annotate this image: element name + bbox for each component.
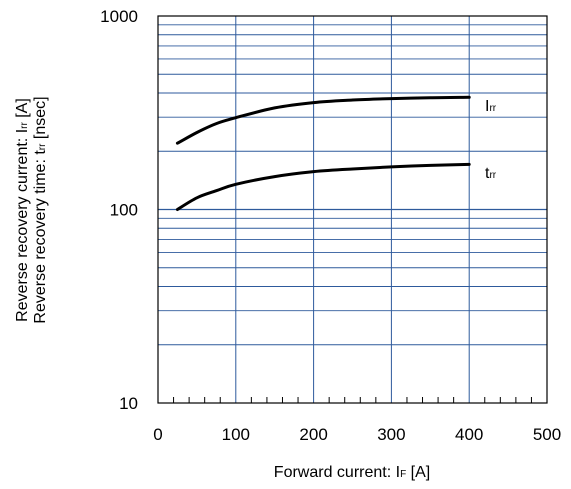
- x-tick-label: 300: [377, 425, 405, 444]
- y-axis-title-time: Reverse recovery time: trr [nsec]: [32, 96, 49, 323]
- x-tick-label: 400: [455, 425, 483, 444]
- x-tick-label: 100: [222, 425, 250, 444]
- series-label-trr: trr: [485, 165, 497, 182]
- series-group: [175, 95, 471, 211]
- y-tick-label: 10: [119, 394, 138, 413]
- x-tick-labels: 0 100 200 300 400 500: [153, 425, 561, 444]
- y-tick-labels: 10 100 1000: [100, 7, 138, 413]
- series-line-trr: [175, 162, 471, 211]
- y-tick-label: 1000: [100, 7, 138, 26]
- y-tick-label: 100: [110, 201, 138, 220]
- y-axis-title-current: Reverse recovery current: Irr [A]: [14, 98, 31, 322]
- x-tick-label: 500: [533, 425, 561, 444]
- x-axis-title: Forward current: IF [A]: [274, 464, 430, 481]
- series-line-irr: [175, 95, 471, 145]
- x-tick-label: 200: [299, 425, 327, 444]
- x-tick-label: 0: [153, 425, 162, 444]
- minor-tick-marks: [173, 397, 532, 403]
- series-label-irr: Irr: [485, 98, 497, 115]
- grid-lines: [158, 16, 547, 403]
- plot-area-frame: [157, 15, 548, 404]
